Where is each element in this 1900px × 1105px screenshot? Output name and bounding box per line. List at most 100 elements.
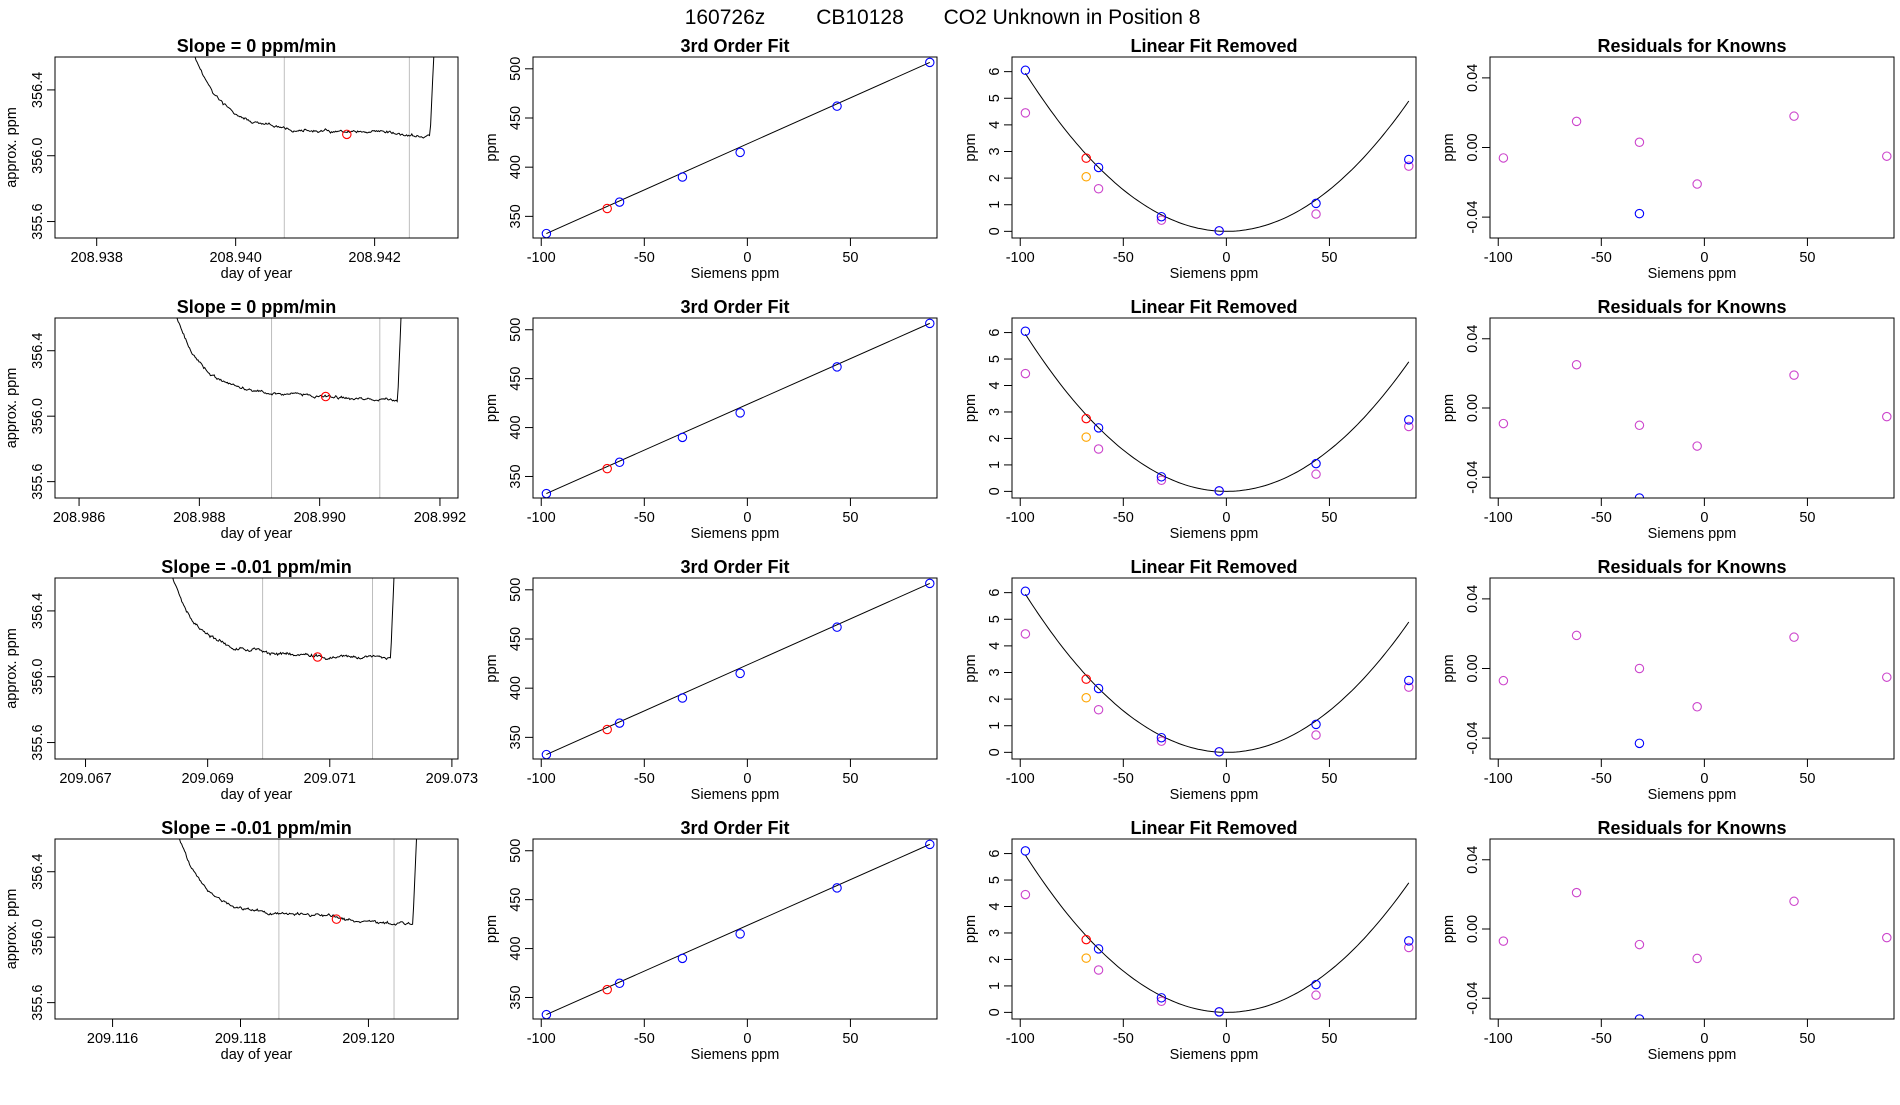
panel-title: Residuals for Knowns xyxy=(1597,557,1786,577)
x-tick-label: -100 xyxy=(1484,771,1513,787)
known-removed-point xyxy=(1093,965,1104,975)
unknown-removed-point xyxy=(1081,432,1091,442)
y-axis-label: ppm xyxy=(484,654,500,682)
x-tick-label: 50 xyxy=(842,510,858,526)
x-tick-label: 50 xyxy=(1321,1031,1337,1047)
residual-point xyxy=(1634,939,1645,950)
x-tick-label: -100 xyxy=(1484,510,1513,526)
x-axis-label: day of year xyxy=(221,526,293,542)
panel-timeseries-row-2: Slope = 0 ppm/min 208.986 208.988 208.990 20… xyxy=(4,297,466,542)
unknown-removed-point xyxy=(1081,693,1091,703)
residual-point xyxy=(1882,672,1892,682)
plot-area xyxy=(1020,586,1414,757)
y-tick-label: 450 xyxy=(508,367,524,391)
y-tick-label: 500 xyxy=(508,318,524,342)
x-tick-label: -50 xyxy=(634,250,655,266)
x-tick-label: -50 xyxy=(1113,250,1134,266)
panel-linear_removed-row-4: Linear Fit Removed -100 -50 0 50 0 1 2 3 4 5 6 Sieme… xyxy=(963,818,1417,1063)
quadratic-curve xyxy=(1024,593,1410,753)
panel-frame xyxy=(54,56,459,239)
x-tick-label: -50 xyxy=(1591,1031,1612,1047)
y-tick-label: 350 xyxy=(508,464,524,488)
panel-frame xyxy=(1489,56,1895,239)
x-axis-label: Siemens ppm xyxy=(1170,1047,1259,1063)
x-tick-label: 50 xyxy=(842,1031,858,1047)
panel-title: Slope = -0.01 ppm/min xyxy=(161,818,352,838)
y-tick-label: 0.04 xyxy=(1465,64,1481,92)
x-tick-label: -100 xyxy=(1484,250,1513,266)
x-tick-label: 209.071 xyxy=(304,771,356,787)
known-standard-point xyxy=(1156,472,1167,482)
quadratic-curve xyxy=(1024,333,1410,492)
known-standard-point xyxy=(1214,486,1224,496)
x-axis-label: Siemens ppm xyxy=(691,526,780,542)
known-standard-point xyxy=(1404,154,1414,165)
known-residual-point xyxy=(1634,738,1645,749)
residual-point xyxy=(1882,411,1892,422)
known-removed-point xyxy=(1404,682,1414,692)
known-removed-point xyxy=(1311,730,1321,740)
residual-point xyxy=(1571,359,1582,370)
unknown-mean-point xyxy=(342,129,352,140)
known-standard-point xyxy=(735,408,745,418)
known-removed-point xyxy=(1020,368,1031,379)
x-tick-label: -50 xyxy=(1113,771,1134,787)
panel-frame xyxy=(1011,577,1417,760)
x-tick-label: -50 xyxy=(1591,771,1612,787)
y-tick-label: 450 xyxy=(508,888,524,912)
panel-linear_removed-row-3: Linear Fit Removed -100 -50 0 50 0 1 2 3 4 5 6 Sieme… xyxy=(963,557,1417,803)
y-tick-label: 1 xyxy=(987,722,1003,730)
known-standard-point xyxy=(677,693,688,703)
y-tick-label: 3 xyxy=(987,668,1003,676)
x-axis-label: Siemens ppm xyxy=(1170,526,1259,542)
y-axis-label: ppm xyxy=(1441,394,1457,422)
x-tick-label: 209.067 xyxy=(59,771,111,787)
residual-point xyxy=(1692,702,1702,712)
y-tick-label: 356.4 xyxy=(30,333,46,369)
panel-frame xyxy=(54,577,459,760)
known-standard-point xyxy=(677,432,688,443)
panel-title: Slope = 0 ppm/min xyxy=(177,297,337,317)
y-axis-label: ppm xyxy=(1441,915,1457,943)
x-tick-label: 0 xyxy=(1700,771,1708,787)
x-tick-label: 209.116 xyxy=(87,1031,138,1047)
y-tick-label: 356.4 xyxy=(30,593,46,629)
known-standard-point xyxy=(925,318,935,329)
residual-point xyxy=(1634,663,1645,674)
residual-point xyxy=(1634,137,1645,148)
concentration-trace xyxy=(176,318,402,403)
residual-point xyxy=(1498,418,1509,429)
x-tick-label: 208.942 xyxy=(348,250,400,266)
plot-area xyxy=(194,57,435,238)
known-standard-point xyxy=(735,147,745,158)
y-tick-label: 4 xyxy=(987,381,1003,389)
y-axis-label: approx. ppm xyxy=(4,107,20,188)
known-standard-point xyxy=(1311,198,1321,209)
known-standard-point xyxy=(1311,458,1321,469)
y-tick-label: 6 xyxy=(987,68,1003,76)
fit-curve xyxy=(546,322,930,495)
quadratic-curve xyxy=(1024,72,1410,232)
x-axis-label: day of year xyxy=(221,266,293,282)
y-tick-label: 0.04 xyxy=(1465,325,1481,353)
x-tick-label: 0 xyxy=(1222,250,1230,266)
y-tick-label: 5 xyxy=(987,355,1003,363)
x-tick-label: 209.069 xyxy=(181,771,233,787)
x-axis-label: day of year xyxy=(221,1047,293,1063)
residual-point xyxy=(1692,953,1702,964)
residual-point xyxy=(1789,111,1799,121)
x-axis-label: day of year xyxy=(221,787,293,803)
panel-frame xyxy=(54,838,459,1020)
known-standard-point xyxy=(832,883,842,893)
panel-title: 3rd Order Fit xyxy=(680,557,789,577)
x-axis-label: Siemens ppm xyxy=(691,1047,780,1063)
x-tick-label: -100 xyxy=(527,250,556,266)
y-tick-label: 400 xyxy=(508,415,524,439)
known-standard-point xyxy=(925,578,935,589)
y-tick-label: 2 xyxy=(987,434,1003,442)
known-standard-point xyxy=(1020,586,1031,597)
y-tick-label: 355.6 xyxy=(30,463,46,499)
known-standard-point xyxy=(1156,732,1167,743)
x-tick-label: 50 xyxy=(1799,771,1815,787)
y-tick-label: 3 xyxy=(987,929,1003,937)
